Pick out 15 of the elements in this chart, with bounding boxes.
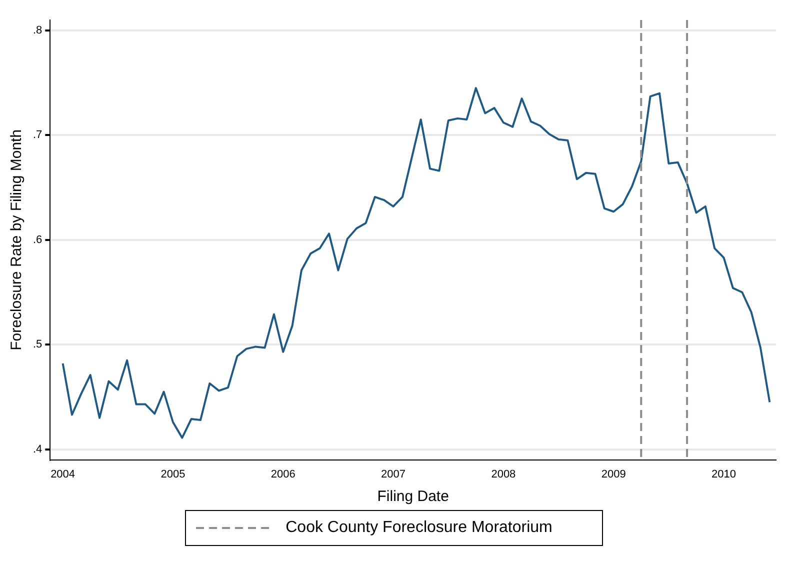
x-tick-label: 2006	[270, 468, 296, 480]
x-tick-label: 2005	[160, 468, 186, 480]
y-tick-label: .6	[32, 234, 42, 246]
x-axis-title: Filing Date	[377, 488, 449, 506]
y-tick-label: .5	[32, 338, 42, 351]
y-tick-label: .7	[32, 129, 42, 142]
x-tick-label: 2007	[381, 468, 406, 480]
x-tick-label: 2010	[712, 468, 736, 480]
y-tick-label: .4	[32, 443, 42, 456]
y-tick-label: .8	[32, 24, 42, 37]
x-tick-label: 2004	[50, 468, 76, 480]
x-tick-label: 2009	[601, 468, 626, 480]
x-tick-label: 2008	[491, 468, 516, 480]
legend-label: Cook County Foreclosure Moratorium	[286, 519, 552, 537]
y-axis-title: Foreclosure Rate by Filing Month	[8, 129, 26, 350]
